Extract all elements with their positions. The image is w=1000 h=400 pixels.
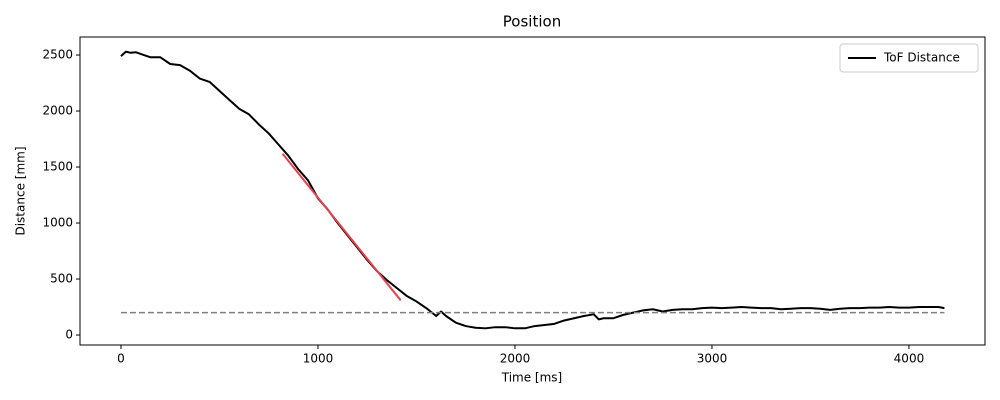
x-tick-label: 3000 (697, 352, 728, 366)
legend-box (839, 43, 979, 73)
x-tick-label: 1000 (303, 352, 334, 366)
x-axis-label: Time [ms] (501, 371, 563, 385)
data-line (120, 50, 945, 330)
y-tick-label: 0 (65, 328, 73, 342)
plot-frame (79, 36, 986, 346)
y-axis-label: Distance [mm] (14, 146, 28, 235)
chart-title: Position (503, 13, 561, 31)
y-tick-label: 1000 (42, 216, 73, 230)
data-line (281, 152, 402, 301)
y-tick-label: 2500 (42, 48, 73, 62)
legend-label: ToF Distance (883, 51, 960, 65)
y-tick-label: 1500 (42, 160, 73, 174)
x-tick-label: 2000 (500, 352, 531, 366)
x-tick-label: 0 (117, 352, 125, 366)
y-tick-label: 500 (50, 272, 73, 286)
x-tick-label: 4000 (894, 352, 925, 366)
legend: ToF Distance (839, 43, 979, 73)
y-tick-label: 2000 (42, 104, 73, 118)
